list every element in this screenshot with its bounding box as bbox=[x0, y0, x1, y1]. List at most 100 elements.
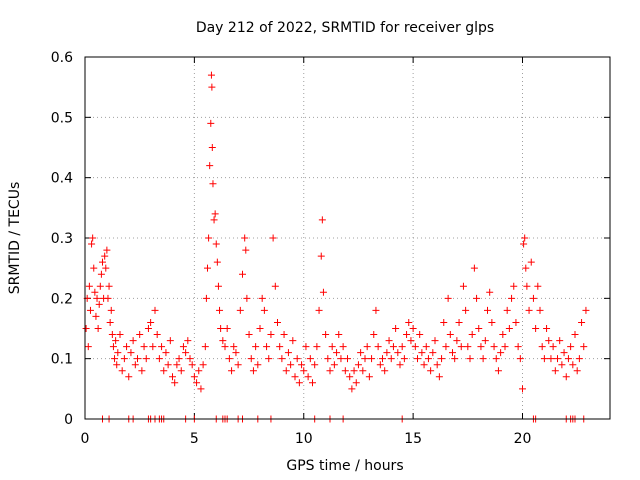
data-point bbox=[449, 349, 456, 357]
data-point bbox=[193, 379, 201, 387]
data-point bbox=[232, 349, 240, 357]
data-point bbox=[536, 306, 544, 314]
data-point bbox=[219, 337, 227, 345]
data-point bbox=[453, 337, 461, 345]
data-point bbox=[123, 343, 131, 351]
data-point bbox=[206, 162, 214, 170]
data-point bbox=[182, 349, 190, 357]
data-point bbox=[372, 306, 380, 314]
data-point bbox=[442, 343, 450, 351]
data-point bbox=[214, 282, 222, 290]
data-point bbox=[383, 349, 391, 357]
data-point bbox=[90, 264, 98, 272]
data-point bbox=[400, 355, 408, 363]
data-point bbox=[267, 331, 275, 339]
data-point bbox=[158, 343, 166, 351]
data-points bbox=[82, 71, 590, 423]
data-point bbox=[359, 367, 367, 375]
data-point bbox=[86, 306, 94, 314]
data-point bbox=[142, 355, 150, 363]
data-point bbox=[127, 349, 135, 357]
data-point bbox=[433, 361, 441, 369]
data-point bbox=[256, 325, 264, 332]
data-point bbox=[306, 355, 314, 363]
y-tick-label: 0.5 bbox=[51, 110, 73, 126]
data-point bbox=[287, 361, 295, 369]
data-point bbox=[140, 343, 148, 351]
data-point bbox=[427, 367, 435, 375]
data-point bbox=[239, 270, 246, 278]
data-point bbox=[564, 355, 572, 363]
data-point bbox=[532, 325, 540, 332]
data-point bbox=[374, 343, 382, 351]
data-point bbox=[558, 361, 566, 369]
data-point bbox=[160, 367, 168, 375]
data-point bbox=[385, 337, 393, 345]
data-point bbox=[149, 343, 157, 351]
data-point bbox=[534, 282, 542, 290]
data-point bbox=[225, 355, 233, 363]
data-point bbox=[205, 234, 213, 242]
y-tick-label: 0.1 bbox=[51, 352, 73, 368]
data-point bbox=[520, 240, 528, 248]
data-point bbox=[230, 343, 238, 351]
y-tick-label: 0.2 bbox=[51, 291, 73, 307]
data-point bbox=[179, 343, 187, 351]
data-point bbox=[418, 349, 426, 357]
data-point bbox=[396, 361, 404, 369]
data-point bbox=[326, 367, 334, 375]
data-point bbox=[540, 355, 548, 363]
data-point bbox=[519, 385, 526, 393]
data-point bbox=[499, 331, 507, 339]
data-point bbox=[131, 361, 139, 369]
data-point bbox=[333, 349, 341, 357]
data-point bbox=[492, 355, 500, 363]
data-point bbox=[529, 294, 537, 302]
data-point bbox=[171, 379, 179, 387]
data-point bbox=[479, 355, 487, 363]
data-point bbox=[582, 306, 590, 314]
data-point bbox=[549, 343, 557, 351]
data-point bbox=[392, 325, 400, 332]
data-point bbox=[260, 306, 268, 314]
data-point bbox=[357, 349, 365, 357]
data-point bbox=[252, 343, 260, 351]
data-point bbox=[166, 337, 174, 345]
data-point bbox=[144, 325, 152, 332]
data-point bbox=[304, 373, 312, 381]
data-point bbox=[138, 367, 146, 375]
data-point bbox=[462, 306, 470, 314]
x-tick-label: 20 bbox=[514, 431, 532, 447]
data-point bbox=[567, 343, 575, 351]
data-point bbox=[99, 258, 106, 266]
data-point bbox=[575, 355, 583, 363]
data-point bbox=[302, 343, 310, 351]
data-point bbox=[573, 367, 581, 375]
chart-title: Day 212 of 2022, SRMTID for receiver glp… bbox=[196, 20, 494, 36]
data-point bbox=[91, 288, 99, 296]
data-point bbox=[440, 318, 448, 326]
data-point bbox=[109, 343, 117, 351]
data-point bbox=[431, 337, 439, 345]
data-point bbox=[457, 343, 465, 351]
data-point bbox=[405, 318, 413, 326]
data-point bbox=[420, 361, 428, 369]
data-point bbox=[134, 355, 141, 363]
data-point bbox=[335, 331, 343, 339]
data-point bbox=[136, 331, 144, 339]
data-point bbox=[346, 373, 354, 381]
y-axis-label: SRMTID / TECUs bbox=[7, 182, 23, 295]
data-point bbox=[387, 355, 395, 363]
data-point bbox=[190, 373, 198, 381]
data-point bbox=[293, 355, 301, 363]
data-point bbox=[111, 355, 119, 363]
data-point bbox=[348, 385, 356, 393]
data-point bbox=[521, 234, 529, 242]
data-point bbox=[129, 337, 137, 345]
data-point bbox=[102, 264, 110, 272]
data-point bbox=[213, 258, 221, 266]
data-point bbox=[236, 306, 244, 314]
data-point bbox=[486, 288, 494, 296]
data-point bbox=[204, 264, 211, 272]
